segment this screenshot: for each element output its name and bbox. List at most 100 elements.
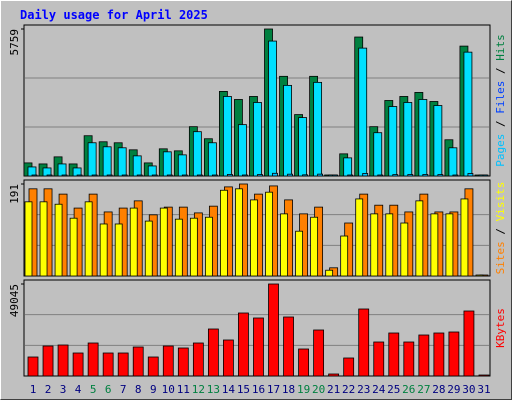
legend-separator: / (494, 114, 507, 134)
x-tick-label: 18 (282, 383, 295, 396)
bar (445, 213, 454, 277)
bar (460, 198, 469, 277)
bar (343, 157, 353, 177)
y-tick-label: 191 (8, 184, 21, 204)
bar (87, 142, 97, 177)
bar (418, 334, 430, 377)
bar (147, 356, 159, 377)
x-tick-label: 22 (342, 383, 355, 396)
legend-entry: Files (494, 81, 507, 114)
bar (223, 339, 234, 377)
bar (253, 102, 262, 177)
bar (478, 374, 490, 377)
bar (355, 198, 364, 277)
bar (76, 174, 83, 177)
bar (189, 217, 198, 277)
x-tick-label: 10 (162, 383, 175, 396)
bar (280, 213, 288, 277)
bar (343, 357, 355, 377)
bar (220, 189, 228, 277)
bar (207, 328, 219, 377)
bar (392, 174, 399, 177)
bar (313, 81, 323, 177)
bar (72, 352, 84, 377)
bar (159, 207, 168, 277)
bar (91, 174, 98, 177)
bar (117, 147, 127, 177)
bar (117, 352, 129, 377)
bar (298, 117, 307, 177)
bar (358, 47, 368, 177)
y-tick-label: 5759 (8, 29, 21, 56)
bar (177, 154, 187, 177)
bar (39, 201, 48, 277)
x-tick-label: 16 (252, 383, 265, 396)
bar (385, 213, 394, 277)
bar (298, 348, 309, 377)
bar (377, 174, 384, 177)
legend-entry: Hits (494, 34, 507, 61)
bar (144, 220, 153, 277)
x-tick-label: 26 (402, 383, 415, 396)
bar (61, 174, 68, 177)
bar (223, 96, 232, 177)
legend-separator: / (494, 61, 507, 81)
bar (283, 316, 294, 377)
bar (325, 269, 334, 277)
x-tick-label: 8 (135, 383, 142, 396)
bar (106, 174, 113, 177)
bar (400, 222, 409, 277)
bar (132, 155, 142, 177)
bar (347, 174, 354, 177)
bar (31, 174, 38, 177)
bar (388, 106, 398, 177)
bar (418, 99, 428, 177)
x-tick-label: 13 (207, 383, 220, 396)
bar (57, 163, 67, 177)
x-tick-label: 17 (267, 383, 280, 396)
bar (238, 312, 249, 377)
bar (415, 200, 424, 277)
x-tick-label: 29 (447, 383, 460, 396)
x-tick-label: 20 (312, 383, 325, 396)
bar (265, 191, 273, 277)
bar (463, 310, 475, 377)
legend-entry: Sites (494, 241, 507, 274)
bar (370, 213, 379, 277)
bar (181, 174, 188, 177)
x-tick-label: 4 (75, 383, 82, 396)
legend-entry: Visits (494, 182, 507, 222)
bar (310, 216, 319, 277)
x-tick-label: 2 (45, 383, 52, 396)
bar (257, 174, 263, 177)
chart-title: Daily usage for April 2025 (20, 8, 208, 22)
bar (102, 146, 112, 177)
bar (136, 174, 143, 177)
bar (147, 165, 157, 177)
bar (373, 132, 383, 177)
bar (211, 174, 218, 177)
bar (166, 174, 173, 177)
bar (332, 174, 339, 177)
bar (87, 342, 99, 377)
legend-separator: / (494, 221, 507, 241)
legend: Pages / Files / Hits (494, 34, 507, 167)
bar (162, 151, 172, 177)
y-tick-label: 49045 (8, 284, 21, 317)
bar (313, 329, 325, 377)
bar (388, 332, 400, 377)
bar (295, 230, 303, 277)
legend-entry: KBytes (494, 308, 507, 348)
bar (317, 173, 324, 177)
x-tick-label: 19 (297, 383, 310, 396)
bar (99, 223, 108, 277)
bar (373, 341, 385, 377)
x-tick-label: 23 (357, 383, 370, 396)
bar (268, 40, 277, 177)
bar (287, 173, 293, 177)
bar (24, 201, 33, 277)
bar (207, 142, 217, 177)
bar (272, 172, 278, 177)
